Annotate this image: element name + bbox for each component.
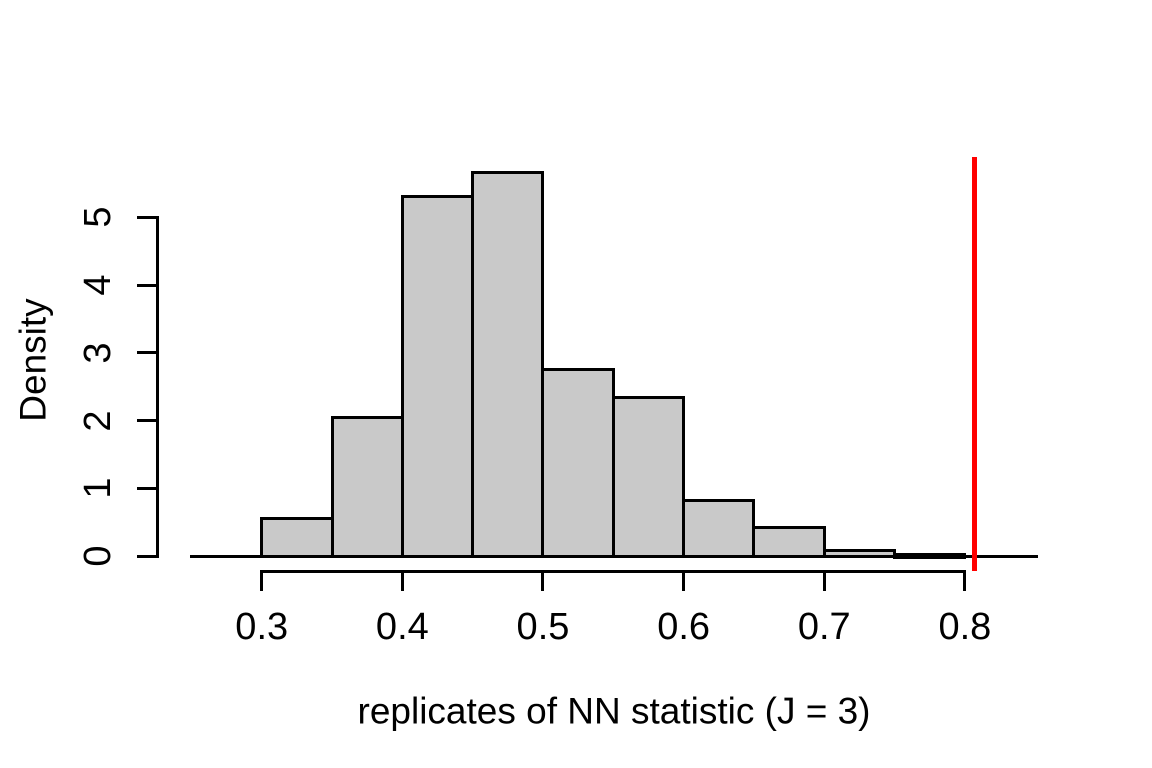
x-tick-label: 0.8 [938,606,992,648]
x-axis-tick [400,571,404,591]
y-tick-label: 0 [77,545,119,567]
y-tick-label: 1 [77,477,119,499]
y-axis-tick [137,486,157,490]
x-tick-label: 0.7 [797,606,851,648]
histogram-bar [541,367,615,558]
y-tick-label: 5 [77,206,119,228]
x-axis-tick [541,571,545,591]
y-tick-label: 3 [77,342,119,364]
x-tick-label: 0.3 [235,606,289,648]
y-axis-line [155,215,159,558]
y-tick-label: 4 [77,274,119,296]
y-tick-label: 2 [77,409,119,432]
x-axis-line [260,569,967,573]
x-axis-tick [963,571,967,591]
y-axis-tick [137,351,157,355]
y-axis-tick [137,215,157,219]
y-axis-title: Density [12,298,54,422]
zero-baseline [190,554,1038,558]
y-axis-tick [137,283,157,287]
x-axis-tick [260,571,264,591]
x-axis-tick [682,571,686,591]
histogram-bar [682,499,756,558]
x-tick-label: 0.4 [375,606,429,648]
x-axis-title: replicates of NN statistic (J = 3) [357,690,871,732]
histogram-bar [400,195,475,558]
histogram-bar [471,171,545,558]
histogram-bar [752,526,826,558]
x-axis-tick [822,571,826,591]
histogram-bar [330,416,404,558]
reference-line [972,157,978,571]
histogram-bar [611,396,686,558]
x-tick-label: 0.5 [516,606,570,648]
histogram-bar [260,516,334,558]
y-axis-tick [137,554,157,558]
x-tick-label: 0.6 [657,606,711,648]
y-axis-tick [137,419,157,423]
